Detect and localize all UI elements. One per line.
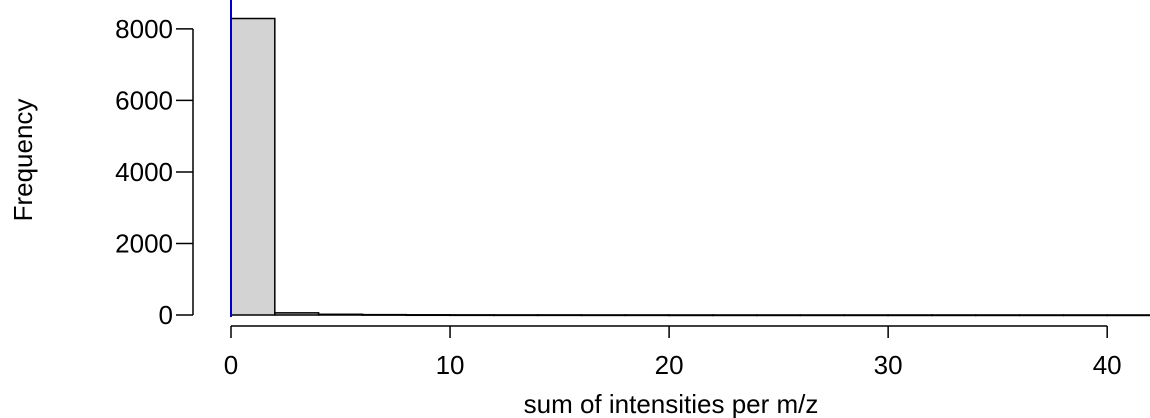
histogram-bar-0 <box>230 17 276 316</box>
x-tick-label-2: 20 <box>655 350 684 380</box>
histogram-bar-10 <box>668 314 714 317</box>
x-tick-label-1: 10 <box>436 350 465 380</box>
histogram-bar-19 <box>1062 314 1108 317</box>
histogram-bar-8 <box>580 314 627 317</box>
histogram-bar-6 <box>493 314 539 317</box>
histogram-bar-18 <box>1018 314 1065 317</box>
histogram-bar-16 <box>931 314 977 317</box>
y-tick-label-2: 4000 <box>115 157 173 187</box>
histogram-bar-5 <box>449 314 495 317</box>
y-axis-label: Frequency <box>8 99 38 222</box>
histogram-bars <box>230 17 1150 317</box>
y-tick-label-4: 8000 <box>115 14 173 44</box>
x-tick-label-0: 0 <box>224 350 238 380</box>
histogram-bar-20 <box>1106 314 1150 317</box>
histogram-bar-3 <box>361 313 407 316</box>
x-tick-label-3: 30 <box>874 350 903 380</box>
histogram-bar-1 <box>274 312 320 316</box>
histogram-bar-2 <box>317 313 364 316</box>
x-tick-label-4: 40 <box>1093 350 1122 380</box>
histogram-bar-13 <box>799 314 846 317</box>
histogram-bar-12 <box>755 314 802 317</box>
y-tick-label-0: 0 <box>159 300 173 330</box>
histogram-bar-15 <box>887 314 933 317</box>
histogram-bar-14 <box>843 314 889 317</box>
histogram-bar-7 <box>536 314 583 317</box>
y-axis: 0 2000 4000 6000 8000 <box>115 14 194 330</box>
x-axis-label: sum of intensities per m/z <box>524 389 819 418</box>
histogram-bar-9 <box>624 314 670 317</box>
y-tick-label-1: 2000 <box>115 228 173 258</box>
histogram-bar-4 <box>405 314 451 317</box>
histogram-bar-11 <box>712 314 758 317</box>
y-tick-label-3: 6000 <box>115 85 173 115</box>
histogram-bar-17 <box>975 314 1021 317</box>
x-axis: 0 10 20 30 40 <box>224 325 1122 380</box>
